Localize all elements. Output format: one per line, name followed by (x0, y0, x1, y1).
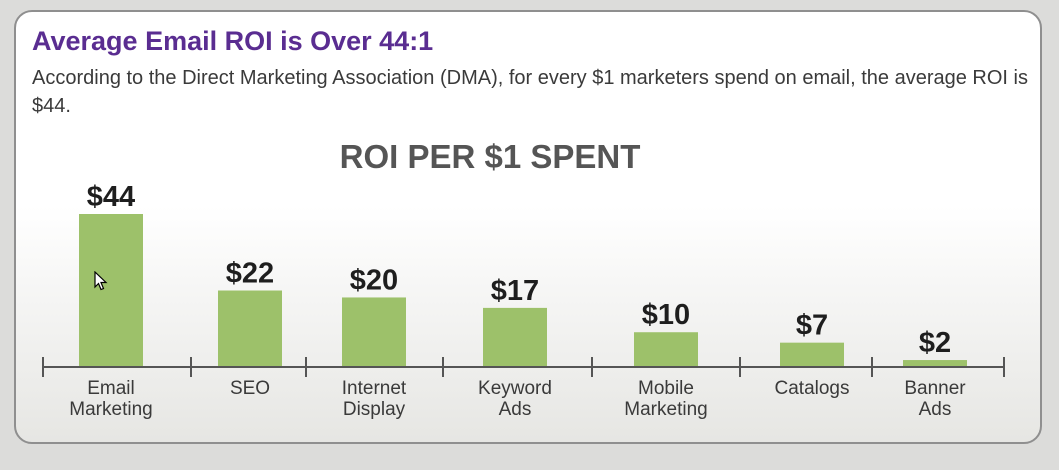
x-tick-label: Banner Ads (904, 378, 966, 420)
bar-value-label: $22 (226, 258, 274, 290)
bar-value-label: $7 (796, 310, 828, 342)
x-axis: Email Marketing SEO Internet Display Keyword A… (42, 357, 1005, 420)
slide-description: According to the Direct Marketing Associ… (32, 67, 1028, 117)
x-tick-label: Internet Display (342, 378, 407, 420)
x-tick-label: SEO (230, 378, 270, 399)
bar-value-label: $10 (642, 299, 690, 331)
bars-layer: $44 $22 $20 $17 $10 $7 $2 (79, 181, 967, 367)
bar-6 (903, 360, 967, 367)
x-tick-label: Mobile Marketing (624, 378, 707, 420)
bar-1 (218, 290, 282, 367)
mouse-cursor-icon (94, 271, 108, 291)
x-tick-label: Catalogs (775, 378, 850, 399)
bar-5 (780, 342, 844, 367)
x-tick-label: Keyword Ads (478, 378, 552, 420)
bar-value-label: $20 (350, 264, 398, 296)
bar-value-label: $2 (919, 327, 951, 359)
chart-title: ROI PER $1 SPENT (340, 138, 641, 175)
bar-0 (79, 214, 143, 367)
bar-3 (483, 307, 547, 367)
slide-card: Average Email ROI is Over 44:1 According… (14, 10, 1042, 444)
x-tick-label: Email Marketing (69, 378, 152, 420)
bar-value-label: $44 (87, 181, 135, 213)
bar-value-label: $17 (491, 275, 539, 307)
bar-4 (634, 332, 698, 367)
slide-headline: Average Email ROI is Over 44:1 (32, 26, 434, 56)
bar-2 (342, 297, 406, 367)
